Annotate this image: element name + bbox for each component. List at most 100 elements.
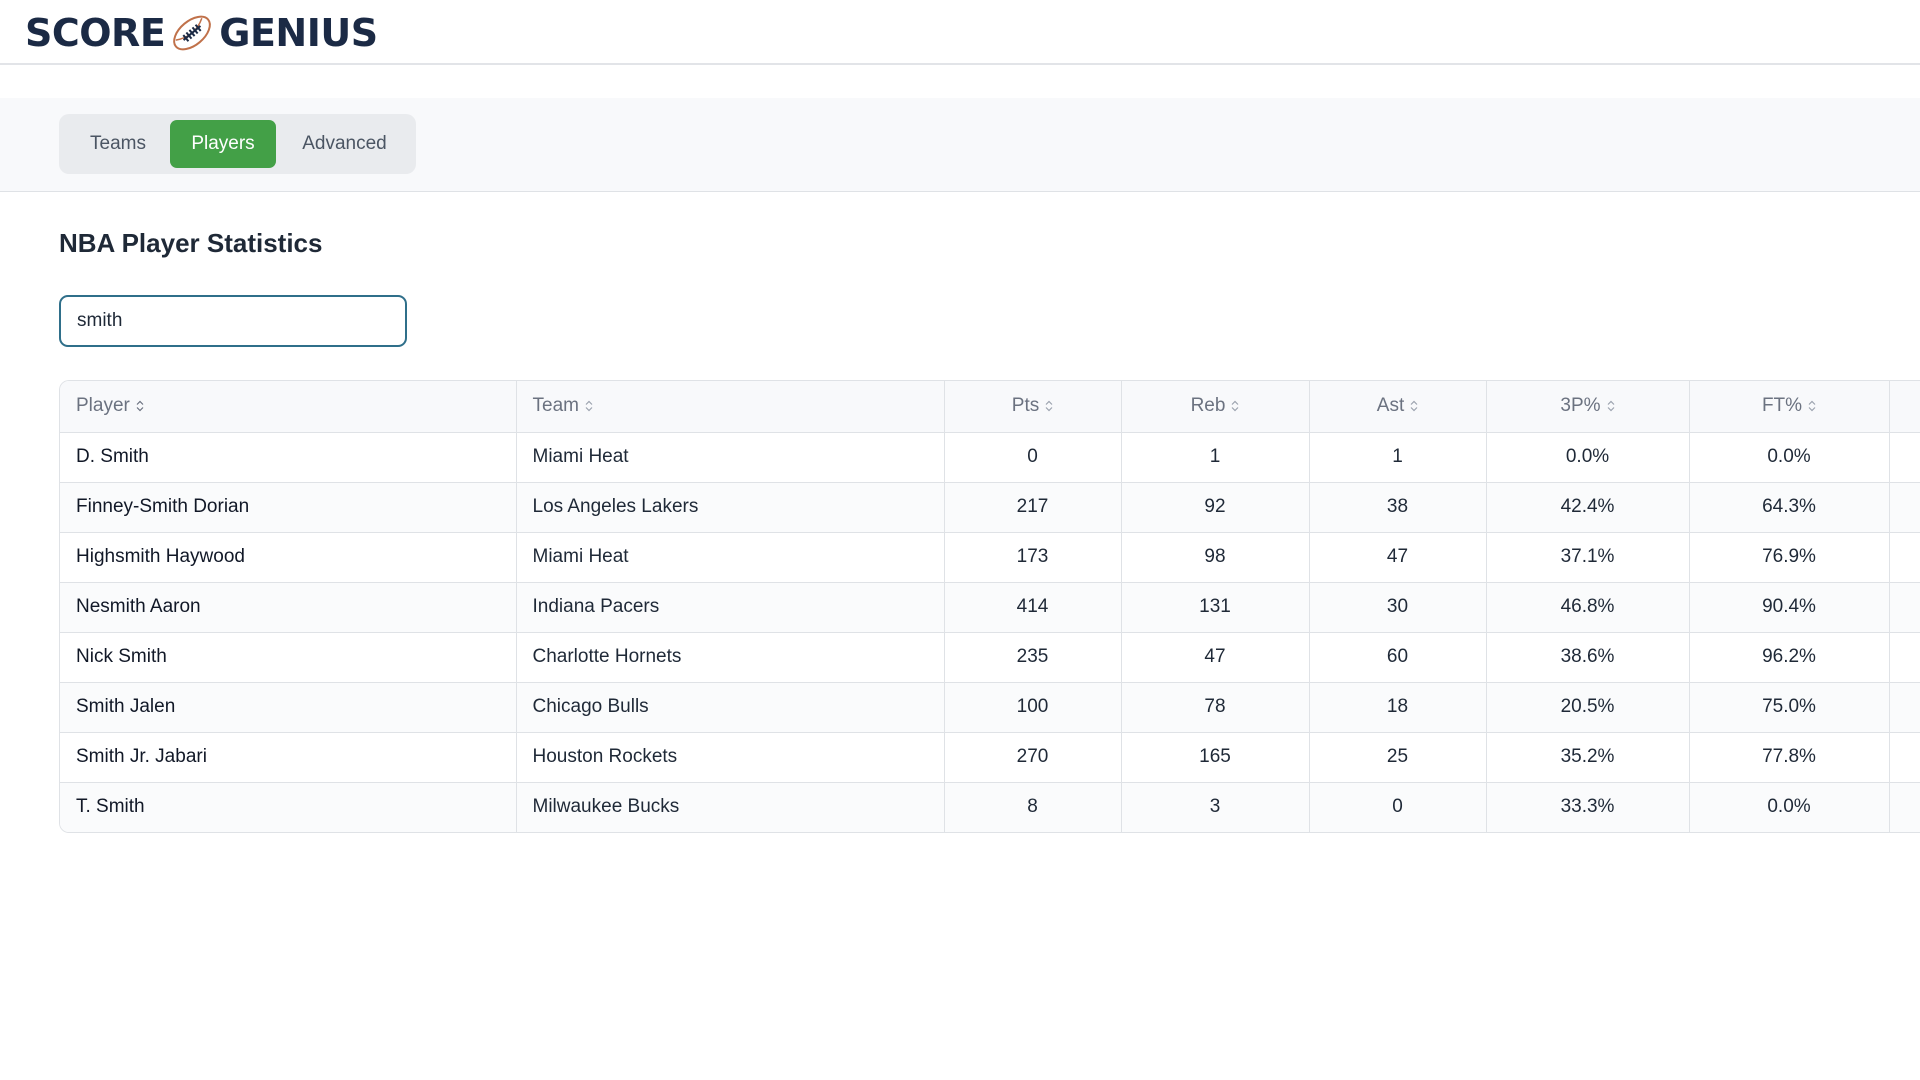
cell-overflow [1889, 682, 1920, 733]
column-header-label: FT% [1761, 395, 1803, 417]
cell-reb: 47 [1121, 632, 1310, 683]
cell-reb: 165 [1121, 732, 1310, 783]
table-row[interactable]: T. Smith Milwaukee Bucks 8 3 0 33.3% 0.0… [60, 782, 1920, 832]
cell-ft-pct: 76.9% [1689, 532, 1890, 583]
column-header-ft-pct[interactable]: FT% [1689, 381, 1890, 433]
cell-pts: 414 [944, 582, 1122, 633]
column-header-label: Reb [1190, 395, 1226, 417]
column-header-label: Ast [1376, 395, 1405, 417]
column-header-ast[interactable]: Ast [1309, 381, 1487, 433]
sort-icon [1045, 400, 1053, 412]
cell-ft-pct: 0.0% [1689, 432, 1890, 483]
cell-3p-pct: 46.8% [1486, 582, 1690, 633]
cell-3p-pct: 35.2% [1486, 732, 1690, 783]
cell-overflow [1889, 482, 1920, 533]
page-title: NBA Player Statistics [59, 228, 323, 258]
cell-player: D. Smith [60, 432, 517, 483]
sort-icon [1607, 400, 1614, 412]
cell-ft-pct: 64.3% [1689, 482, 1890, 533]
tab-teams[interactable]: Teams [90, 133, 146, 154]
sort-icon [1410, 400, 1418, 412]
cell-3p-pct: 37.1% [1486, 532, 1690, 583]
cell-pts: 100 [944, 682, 1122, 733]
cell-pts: 8 [944, 782, 1122, 832]
cell-pts: 235 [944, 632, 1122, 683]
tab-group: Teams Players Advanced [59, 114, 416, 174]
column-header-team[interactable]: Team [516, 381, 945, 433]
cell-overflow [1889, 532, 1920, 583]
cell-reb: 98 [1121, 532, 1310, 583]
cell-player: Nesmith Aaron [60, 582, 517, 633]
cell-team: Los Angeles Lakers [516, 482, 945, 533]
table-row[interactable]: Nesmith Aaron Indiana Pacers 414 131 30 … [60, 582, 1920, 633]
cell-pts: 217 [944, 482, 1122, 533]
cell-reb: 131 [1121, 582, 1310, 633]
cell-pts: 0 [944, 432, 1122, 483]
cell-player: Smith Jr. Jabari [60, 732, 517, 783]
cell-player: Nick Smith [60, 632, 517, 683]
column-header-player[interactable]: Player [60, 381, 517, 433]
cell-overflow [1889, 782, 1920, 832]
cell-pts: 173 [944, 532, 1122, 583]
cell-ft-pct: 90.4% [1689, 582, 1890, 633]
cell-team: Miami Heat [516, 432, 945, 483]
search-input[interactable] [59, 295, 407, 347]
cell-team: Charlotte Hornets [516, 632, 945, 683]
column-header-reb[interactable]: Reb [1121, 381, 1310, 433]
tab-advanced[interactable]: Advanced [302, 133, 387, 154]
cell-3p-pct: 42.4% [1486, 482, 1690, 533]
cell-team: Chicago Bulls [516, 682, 945, 733]
cell-ft-pct: 0.0% [1689, 782, 1890, 832]
table-row[interactable]: Smith Jalen Chicago Bulls 100 78 18 20.5… [60, 682, 1920, 733]
cell-pts: 270 [944, 732, 1122, 783]
column-header-pts[interactable]: Pts [944, 381, 1122, 433]
cell-ast: 25 [1309, 732, 1487, 783]
cell-ast: 18 [1309, 682, 1487, 733]
sort-icon [1808, 400, 1816, 412]
brand-logo[interactable]: SCORE GENIUS [25, 8, 378, 58]
cell-player: T. Smith [60, 782, 517, 832]
cell-reb: 92 [1121, 482, 1310, 533]
cell-ast: 1 [1309, 432, 1487, 483]
football-icon [173, 15, 212, 51]
app-header: SCORE GENIUS [0, 0, 1920, 65]
cell-ft-pct: 77.8% [1689, 732, 1890, 783]
column-header-label: Team [532, 395, 579, 417]
cell-3p-pct: 33.3% [1486, 782, 1690, 832]
cell-ast: 30 [1309, 582, 1487, 633]
cell-player: Smith Jalen [60, 682, 517, 733]
table-row[interactable]: Nick Smith Charlotte Hornets 235 47 60 3… [60, 632, 1920, 683]
player-stats-table: Player Team Pts Reb Ast 3P% FT% D. Smith… [59, 380, 1920, 833]
brand-name-left: SCORE [25, 11, 166, 55]
tab-players[interactable]: Players [170, 120, 276, 168]
table-row[interactable]: Smith Jr. Jabari Houston Rockets 270 165… [60, 732, 1920, 783]
cell-ast: 47 [1309, 532, 1487, 583]
sort-icon [585, 400, 593, 412]
table-row[interactable]: D. Smith Miami Heat 0 1 1 0.0% 0.0% [60, 432, 1920, 483]
column-header-3p-pct[interactable]: 3P% [1486, 381, 1690, 433]
tab-bar: Teams Players Advanced [0, 98, 1920, 192]
cell-reb: 1 [1121, 432, 1310, 483]
cell-overflow [1889, 432, 1920, 483]
column-header-label: Pts [1011, 395, 1040, 417]
cell-overflow [1889, 732, 1920, 783]
brand-name-right: GENIUS [219, 11, 378, 55]
cell-3p-pct: 0.0% [1486, 432, 1690, 483]
cell-ft-pct: 75.0% [1689, 682, 1890, 733]
sort-icon [136, 400, 144, 412]
column-header-label: Player [76, 395, 130, 417]
cell-ast: 38 [1309, 482, 1487, 533]
cell-reb: 3 [1121, 782, 1310, 832]
cell-ast: 0 [1309, 782, 1487, 832]
cell-reb: 78 [1121, 682, 1310, 733]
cell-team: Houston Rockets [516, 732, 945, 783]
table-row[interactable]: Finney-Smith Dorian Los Angeles Lakers 2… [60, 482, 1920, 533]
cell-overflow [1889, 582, 1920, 633]
cell-3p-pct: 20.5% [1486, 682, 1690, 733]
cell-ast: 60 [1309, 632, 1487, 683]
cell-player: Highsmith Haywood [60, 532, 517, 583]
cell-player: Finney-Smith Dorian [60, 482, 517, 533]
cell-3p-pct: 38.6% [1486, 632, 1690, 683]
column-header-label: 3P% [1560, 395, 1601, 417]
table-row[interactable]: Highsmith Haywood Miami Heat 173 98 47 3… [60, 532, 1920, 583]
